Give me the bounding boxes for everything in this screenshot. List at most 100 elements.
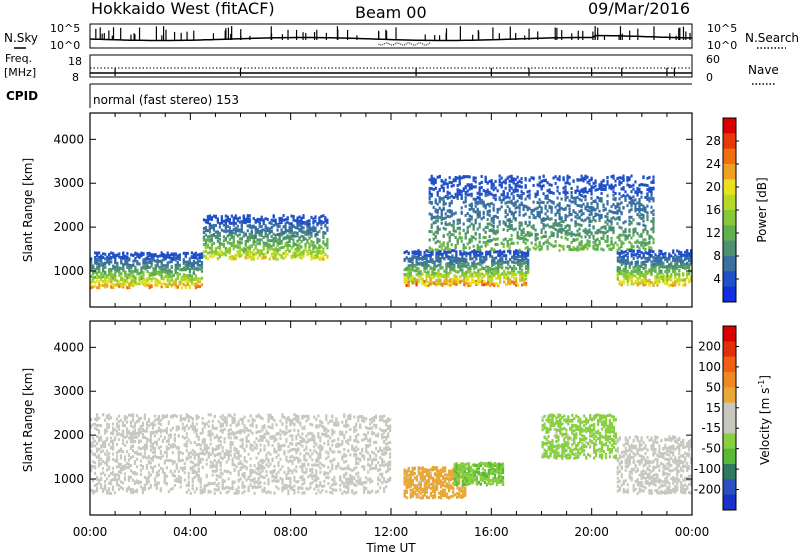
power-echo: [490, 239, 493, 243]
power-echo: [196, 257, 200, 261]
power-echo: [474, 221, 477, 225]
power-echo: [475, 251, 478, 255]
power-echo: [310, 228, 313, 232]
power-echo: [606, 229, 609, 233]
power-echo: [644, 279, 647, 283]
power-echo: [550, 233, 553, 237]
power-echo: [407, 257, 410, 261]
power-echo: [558, 248, 561, 252]
power-echo: [592, 226, 595, 230]
power-echo: [544, 205, 547, 209]
power-echo: [258, 230, 261, 234]
power-echo: [242, 250, 245, 254]
power-echo: [514, 206, 517, 210]
power-echo: [254, 228, 257, 232]
power-echo: [662, 265, 665, 269]
power-echo: [252, 255, 255, 259]
power-echo: [475, 274, 478, 278]
power-echo: [222, 235, 225, 239]
power-echo: [288, 240, 291, 244]
power-echo: [592, 240, 595, 244]
power-echo: [646, 194, 649, 198]
power-echo: [102, 256, 105, 260]
power-echo: [481, 251, 484, 255]
power-echo: [423, 267, 426, 271]
power-echo: [452, 183, 455, 187]
power-echo: [584, 205, 587, 209]
power-echo: [256, 250, 259, 254]
power-echo: [634, 180, 637, 184]
power-echo: [445, 251, 448, 255]
power-echo: [294, 219, 297, 223]
power-echo: [186, 279, 189, 283]
power-echo: [443, 249, 446, 253]
power-echo: [144, 259, 147, 263]
power-echo: [180, 286, 183, 290]
power-echo: [548, 188, 551, 192]
power-echo: [272, 237, 275, 241]
power-echo: [542, 242, 545, 246]
power-echo: [558, 223, 561, 227]
power-echo: [582, 179, 585, 183]
power-echo: [148, 257, 151, 261]
power-echo: [316, 247, 319, 251]
power-echo: [548, 235, 551, 239]
power-echo: [632, 274, 635, 278]
power-echo: [230, 231, 233, 235]
power-echo: [664, 281, 667, 285]
power-echo: [176, 256, 179, 260]
power-echo: [140, 266, 143, 270]
power-echo: [212, 241, 216, 245]
power-echo: [518, 213, 521, 217]
power-echo: [570, 240, 573, 244]
power-echo: [514, 227, 517, 231]
power-echo: [688, 256, 691, 260]
power-echo: [472, 244, 475, 248]
power-echo: [483, 255, 486, 259]
power-echo: [464, 175, 467, 179]
power-echo: [232, 227, 235, 231]
power-echo: [568, 175, 571, 179]
power-echo: [248, 223, 251, 227]
power-echo: [226, 250, 229, 254]
power-echo: [431, 258, 434, 262]
power-echo: [164, 271, 167, 275]
power-echo: [417, 280, 420, 284]
power-echo: [580, 193, 583, 197]
power-echo: [300, 251, 303, 255]
power-echo: [160, 251, 163, 255]
power-echo: [284, 252, 287, 256]
power-echo: [580, 223, 583, 227]
power-echo: [318, 244, 321, 248]
power-echo: [442, 199, 445, 203]
power-echo: [428, 229, 431, 233]
power-echo: [124, 280, 127, 284]
power-echo: [312, 250, 315, 254]
power-echo: [96, 251, 99, 255]
power-echo: [128, 267, 131, 271]
power-echo: [618, 267, 621, 271]
power-echo: [407, 277, 410, 281]
power-echo: [136, 270, 139, 274]
power-echo: [228, 246, 231, 250]
power-echo: [186, 274, 189, 278]
power-echo: [516, 188, 519, 192]
power-echo: [680, 278, 683, 282]
power-echo: [576, 178, 579, 182]
power-echo: [296, 249, 299, 253]
power-echo: [612, 246, 615, 250]
power-echo: [477, 269, 480, 273]
power-echo: [444, 246, 447, 250]
power-echo: [112, 255, 115, 259]
power-echo: [254, 225, 257, 229]
power-echo: [652, 175, 655, 179]
power-echo: [280, 233, 283, 237]
power-echo: [517, 249, 520, 253]
power-echo: [284, 230, 287, 234]
power-echo: [536, 183, 539, 187]
power-echo: [310, 226, 313, 230]
power-echo: [435, 271, 438, 275]
power-echo: [192, 267, 195, 271]
power-echo: [652, 256, 655, 260]
power-echo: [224, 253, 227, 257]
